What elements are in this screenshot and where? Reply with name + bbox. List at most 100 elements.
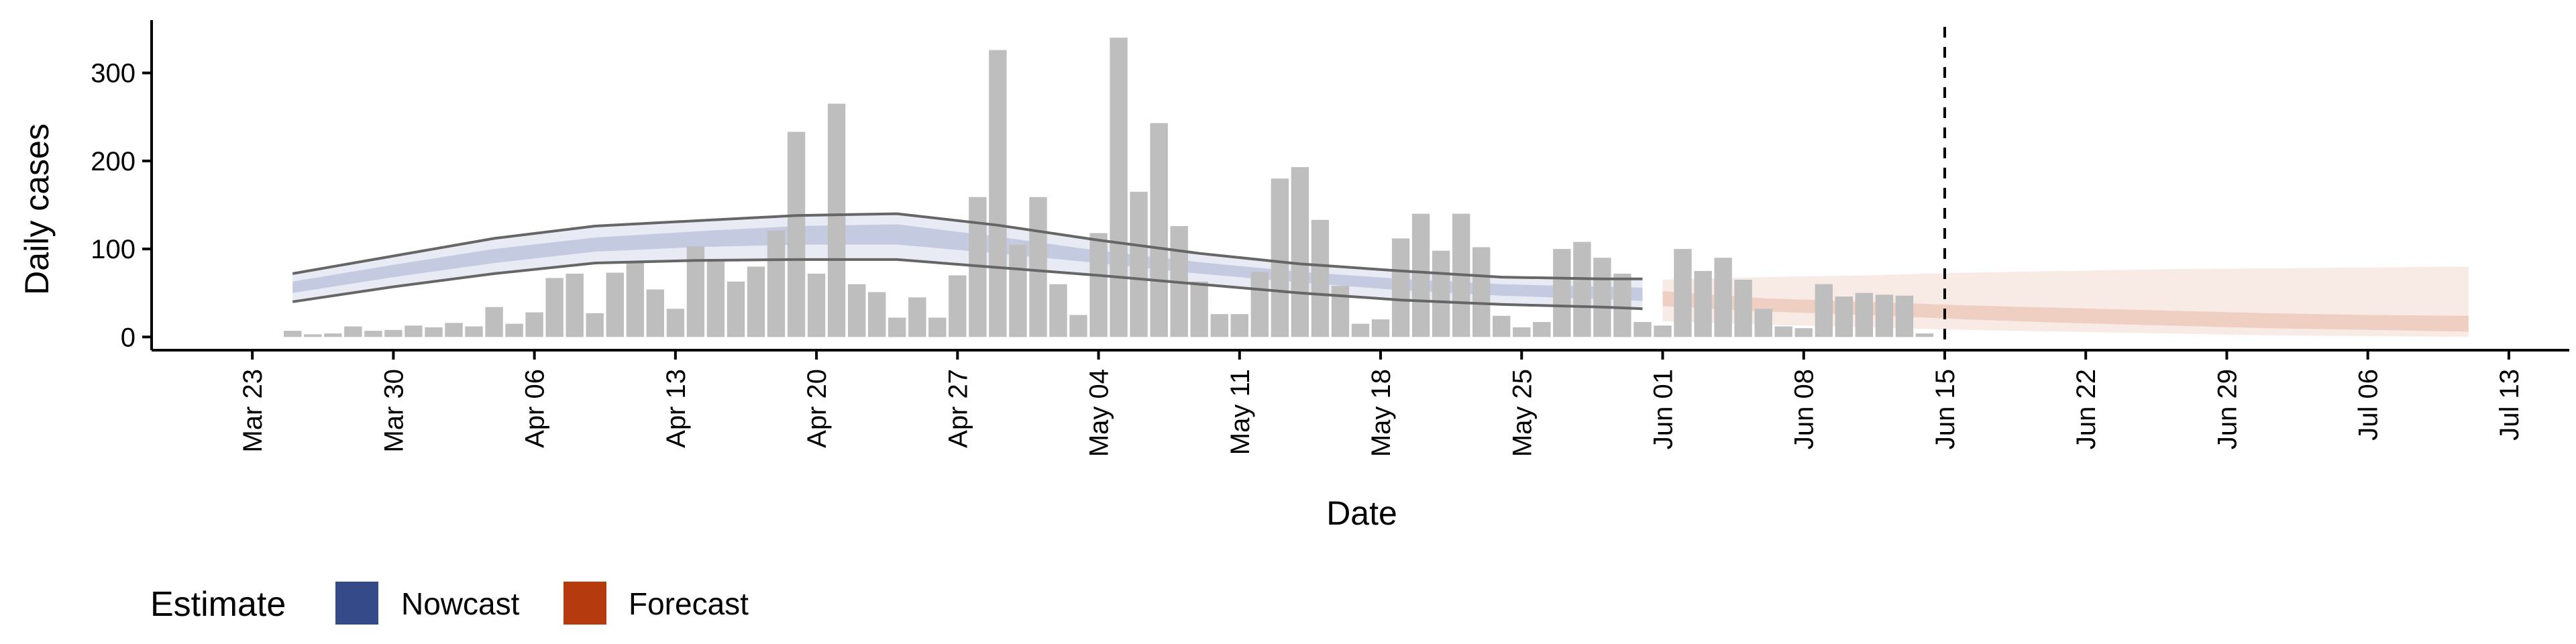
case-bar [1835,297,1853,337]
case-bar [505,323,523,337]
legend-swatch-forecast [564,582,606,625]
case-bars [284,38,1934,337]
case-bar [666,309,685,337]
x-tick-label: May 04 [1085,369,1114,457]
case-bar [646,289,664,337]
case-bar [1230,314,1248,337]
case-bar [1150,123,1168,337]
case-bar [1351,323,1370,337]
case-bar [1391,238,1410,337]
case-bar [1654,325,1672,337]
x-tick-label: Jun 22 [2072,369,2101,449]
case-bar [767,230,786,337]
case-bar [1593,258,1611,337]
case-bar [1271,178,1289,337]
case-bar [1553,249,1571,337]
case-bar [1754,309,1772,337]
case-bar [1190,281,1208,337]
case-bar [344,326,362,337]
case-bar [1110,38,1128,337]
legend-label-forecast: Forecast [629,586,749,621]
case-bar [1694,270,1712,337]
case-bar [1573,241,1591,337]
case-bar [848,284,866,337]
x-tick-label: Apr 13 [661,369,691,448]
case-bar [586,313,604,337]
x-tick-label: Jul 06 [2354,369,2383,441]
case-bar [888,317,906,337]
case-bar [1291,167,1309,337]
x-tick-label: May 25 [1507,369,1537,457]
case-bar [928,317,947,337]
case-bar [1714,258,1732,337]
case-bar [1915,333,1934,337]
case-bar [747,266,765,337]
case-bar [1331,286,1350,337]
legend-title: Estimate [150,585,286,624]
legend-label-nowcast: Nowcast [401,586,520,621]
case-bar [1411,213,1430,337]
y-tick-label: 100 [91,235,136,264]
case-bar [1815,284,1833,337]
x-axis-title: Date [1326,494,1397,532]
case-bar [1049,284,1067,337]
case-bar [626,262,644,337]
case-bar [1513,327,1531,337]
case-bar [485,307,503,337]
case-bar [324,333,342,337]
x-tick-label: Apr 06 [521,369,550,448]
case-bar [1009,244,1027,337]
case-bar [1855,292,1873,337]
case-bar [1613,273,1631,337]
case-bar [1633,322,1652,337]
case-bar [1875,294,1894,337]
case-bar [1895,295,1914,337]
forecast-band-50 [1662,291,2469,332]
x-tick-label: Mar 30 [379,369,409,453]
case-bar [989,50,1007,337]
case-bar [1794,328,1813,337]
y-tick-label: 200 [91,147,136,176]
x-tick-label: Jun 01 [1649,369,1678,449]
case-bar [868,292,886,337]
case-bar [1472,247,1491,337]
x-tick-label: Mar 23 [238,369,268,453]
y-axis-title: Daily cases [18,123,56,295]
x-tick-label: Jun 08 [1790,369,1819,449]
case-bar [1311,219,1330,337]
case-bar [727,281,745,337]
case-bar [525,312,543,337]
case-bar [465,326,483,337]
case-bar [606,272,624,337]
legend-swatch-nowcast [335,582,378,625]
x-tick-label: Jun 29 [2212,369,2242,449]
case-bar [1029,197,1047,337]
case-bar [1250,272,1269,337]
case-bar [949,275,967,337]
case-bar [364,331,382,337]
y-tick-label: 0 [121,323,136,352]
y-tick-label: 300 [91,59,136,89]
case-bar [807,273,826,337]
case-bar [1533,322,1551,337]
case-bar [445,323,463,337]
x-tick-label: Jul 13 [2495,369,2524,441]
nowcast-lower-line [292,258,1643,311]
case-bar [1069,315,1087,337]
case-bar [425,327,443,337]
case-bar [566,273,584,337]
x-tick-label: May 18 [1366,369,1396,457]
case-bar [284,331,302,337]
case-bar [545,278,564,337]
case-bar [787,131,806,337]
legend: Estimate Nowcast Forecast [150,582,749,625]
case-bar [1432,250,1450,337]
case-bar [1130,191,1148,337]
x-tick-label: Apr 20 [802,369,832,448]
case-bar [1371,319,1390,337]
x-tick-label: Jun 15 [1931,369,1960,449]
case-bar [1774,326,1792,337]
case-bar [1493,315,1511,337]
case-bar [1734,280,1752,337]
